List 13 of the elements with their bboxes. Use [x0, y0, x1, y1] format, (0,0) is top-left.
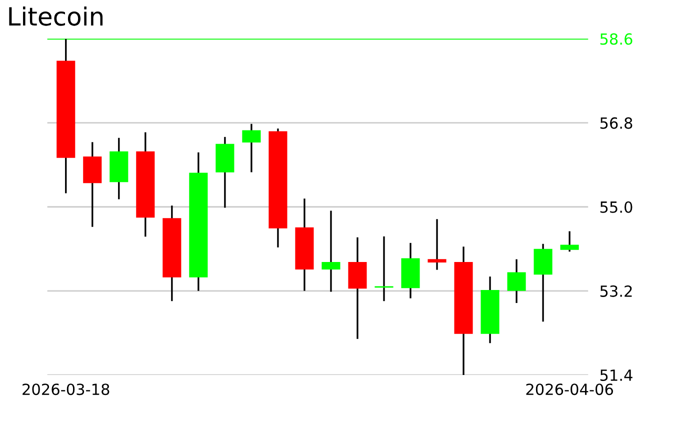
candlestick — [428, 219, 446, 270]
candlestick — [560, 231, 579, 252]
candlestick — [507, 259, 526, 303]
y-tick-label: 58.6 — [600, 33, 632, 45]
y-tick-label: 53.2 — [600, 285, 632, 297]
y-tick-label: 55.0 — [600, 201, 632, 213]
y-tick-label: 56.8 — [600, 117, 632, 129]
candlestick — [322, 210, 340, 292]
y-tick-label: 51.4 — [600, 370, 632, 381]
x-tick-label: 2026-03-18 — [22, 384, 110, 396]
x-tick-label: 2026-04-06 — [526, 384, 613, 396]
candlestick — [242, 124, 261, 172]
chart-title: Litecoin — [9, 6, 103, 26]
